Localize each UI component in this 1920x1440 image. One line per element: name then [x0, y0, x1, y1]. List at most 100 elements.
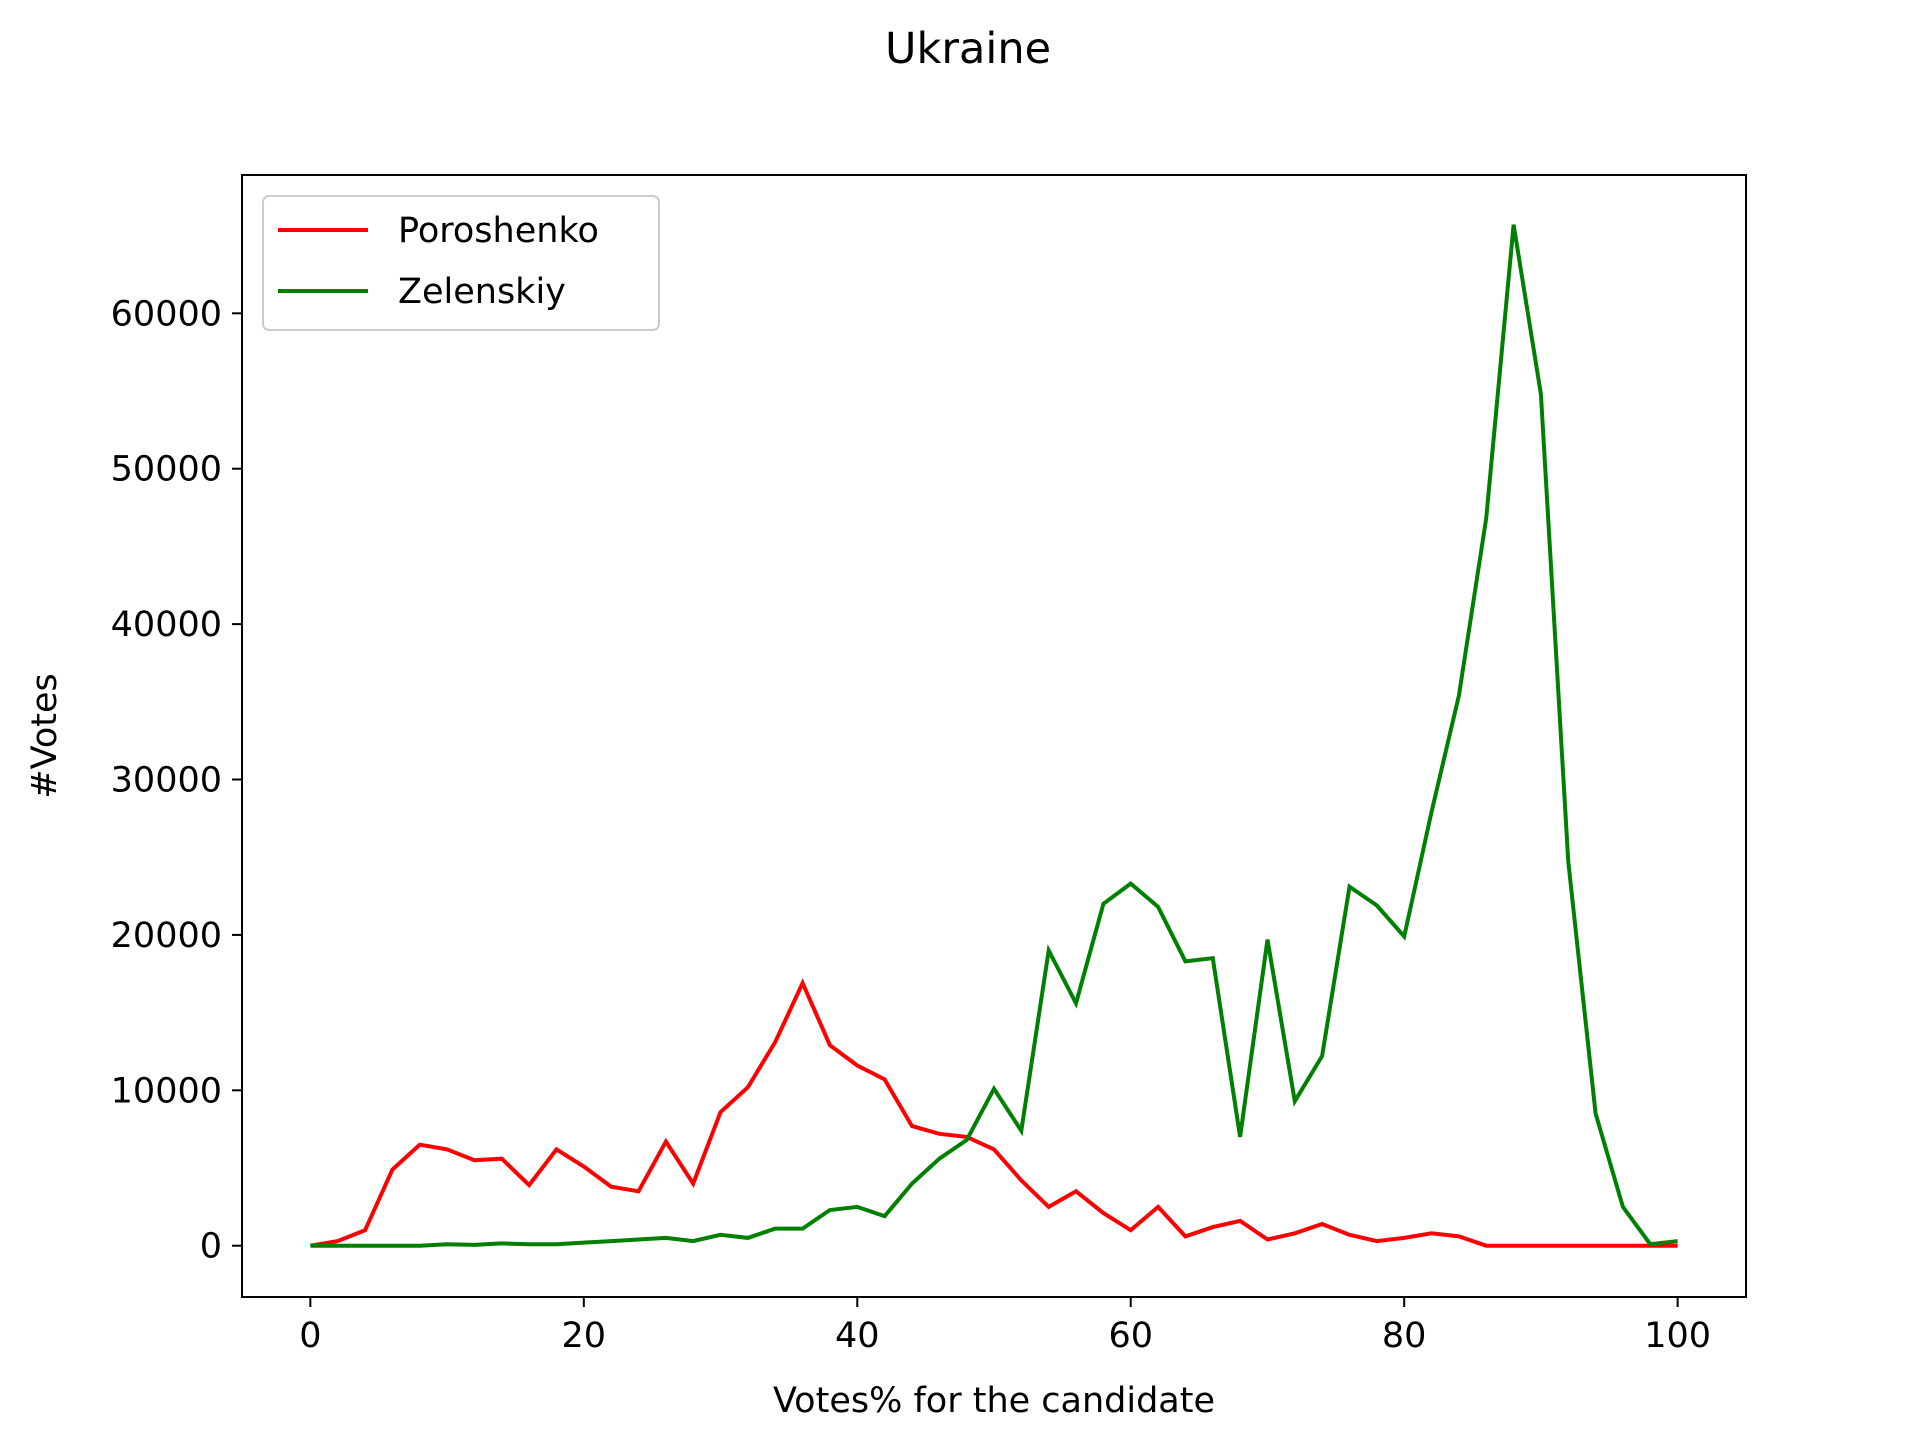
data-point-zelenskiy	[663, 1235, 669, 1241]
data-point-poroshenko	[417, 1142, 423, 1148]
data-point-zelenskiy	[1593, 1111, 1599, 1117]
data-point-zelenskiy	[499, 1240, 505, 1246]
data-point-zelenskiy	[417, 1243, 423, 1249]
data-point-poroshenko	[499, 1156, 505, 1162]
data-point-zelenskiy	[772, 1226, 778, 1232]
y-tick-label: 0	[200, 1227, 222, 1267]
data-point-zelenskiy	[307, 1243, 313, 1249]
x-tick-label: 100	[1644, 1316, 1711, 1356]
data-point-poroshenko	[471, 1157, 477, 1163]
series-layer	[307, 222, 1681, 1249]
data-point-zelenskiy	[1292, 1098, 1298, 1104]
data-point-poroshenko	[1593, 1243, 1599, 1249]
data-point-zelenskiy	[1210, 955, 1216, 961]
data-point-zelenskiy	[745, 1235, 751, 1241]
data-point-poroshenko	[1237, 1218, 1243, 1224]
data-point-zelenskiy	[1675, 1238, 1681, 1244]
data-point-poroshenko	[745, 1084, 751, 1090]
data-point-poroshenko	[1100, 1210, 1106, 1216]
data-point-poroshenko	[526, 1182, 532, 1188]
data-point-zelenskiy	[1347, 884, 1353, 890]
series-line-poroshenko	[310, 978, 1678, 1248]
data-point-zelenskiy	[800, 1226, 806, 1232]
data-point-zelenskiy	[1538, 391, 1544, 397]
data-point-poroshenko	[718, 1109, 724, 1115]
data-point-zelenskiy	[1128, 881, 1134, 887]
data-point-poroshenko	[1073, 1188, 1079, 1194]
x-tick-label: 60	[1108, 1316, 1153, 1356]
data-point-zelenskiy	[335, 1243, 341, 1249]
data-point-poroshenko	[1511, 1243, 1517, 1249]
data-point-poroshenko	[1401, 1235, 1407, 1241]
data-point-zelenskiy	[581, 1240, 587, 1246]
data-point-zelenskiy	[827, 1207, 833, 1213]
legend: Poroshenko Zelenskiy	[262, 195, 660, 331]
y-axis-label: #Votes	[25, 673, 65, 798]
data-point-zelenskiy	[1647, 1241, 1653, 1247]
legend-label-poroshenko: Poroshenko	[398, 211, 599, 251]
data-point-zelenskiy	[964, 1137, 970, 1143]
x-tick-label: 40	[835, 1316, 880, 1356]
data-point-zelenskiy	[882, 1213, 888, 1219]
data-point-zelenskiy	[690, 1238, 696, 1244]
chart-title: Ukraine	[885, 24, 1051, 74]
data-point-poroshenko	[608, 1184, 614, 1190]
data-point-poroshenko	[827, 1042, 833, 1048]
data-point-zelenskiy	[1456, 693, 1462, 699]
data-point-zelenskiy	[1155, 904, 1161, 910]
data-point-zelenskiy	[718, 1232, 724, 1238]
data-point-poroshenko	[362, 1227, 368, 1233]
data-point-poroshenko	[1182, 1233, 1188, 1239]
data-point-poroshenko	[444, 1146, 450, 1152]
y-tick-label: 30000	[111, 761, 222, 801]
data-point-zelenskiy	[608, 1238, 614, 1244]
plot-area-frame	[241, 174, 1747, 1298]
data-point-poroshenko	[1018, 1177, 1024, 1183]
data-point-poroshenko	[854, 1063, 860, 1069]
data-point-zelenskiy	[1429, 809, 1435, 815]
data-point-poroshenko	[1565, 1243, 1571, 1249]
x-tick-label: 20	[562, 1316, 607, 1356]
data-point-poroshenko	[1538, 1243, 1544, 1249]
data-point-poroshenko	[1292, 1230, 1298, 1236]
data-point-poroshenko	[1046, 1204, 1052, 1210]
data-point-zelenskiy	[389, 1243, 395, 1249]
data-point-zelenskiy	[1511, 222, 1517, 228]
y-axis-ticks: 0 10000 20000 30000 40000 50000 60000	[111, 294, 242, 1267]
data-point-zelenskiy	[936, 1156, 942, 1162]
data-point-zelenskiy	[1319, 1053, 1325, 1059]
data-point-zelenskiy	[1401, 934, 1407, 940]
data-point-poroshenko	[991, 1146, 997, 1152]
data-point-zelenskiy	[1073, 1000, 1079, 1006]
data-point-poroshenko	[800, 980, 806, 986]
data-point-poroshenko	[1620, 1243, 1626, 1249]
y-tick-label: 50000	[111, 450, 222, 490]
data-point-zelenskiy	[991, 1086, 997, 1092]
data-point-zelenskiy	[362, 1243, 368, 1249]
y-tick-label: 10000	[111, 1071, 222, 1111]
data-point-poroshenko	[936, 1131, 942, 1137]
data-point-poroshenko	[1456, 1233, 1462, 1239]
x-tick-label: 0	[299, 1316, 321, 1356]
y-tick-label: 20000	[111, 916, 222, 956]
data-point-zelenskiy	[1237, 1134, 1243, 1140]
x-axis-ticks: 0 20 40 60 80 100	[299, 1297, 1711, 1356]
data-point-zelenskiy	[444, 1241, 450, 1247]
data-point-zelenskiy	[1046, 948, 1052, 954]
data-point-zelenskiy	[1374, 902, 1380, 908]
data-point-poroshenko	[636, 1188, 642, 1194]
data-point-poroshenko	[389, 1167, 395, 1173]
data-point-poroshenko	[1374, 1238, 1380, 1244]
data-point-zelenskiy	[909, 1181, 915, 1187]
data-point-poroshenko	[581, 1164, 587, 1170]
data-point-zelenskiy	[1100, 901, 1106, 907]
data-point-poroshenko	[909, 1123, 915, 1129]
data-point-zelenskiy	[471, 1242, 477, 1248]
data-point-poroshenko	[882, 1076, 888, 1082]
series-line-zelenskiy	[310, 224, 1678, 1248]
data-point-zelenskiy	[636, 1237, 642, 1243]
data-point-zelenskiy	[554, 1241, 560, 1247]
data-point-poroshenko	[772, 1039, 778, 1045]
data-point-zelenskiy	[1265, 937, 1271, 943]
